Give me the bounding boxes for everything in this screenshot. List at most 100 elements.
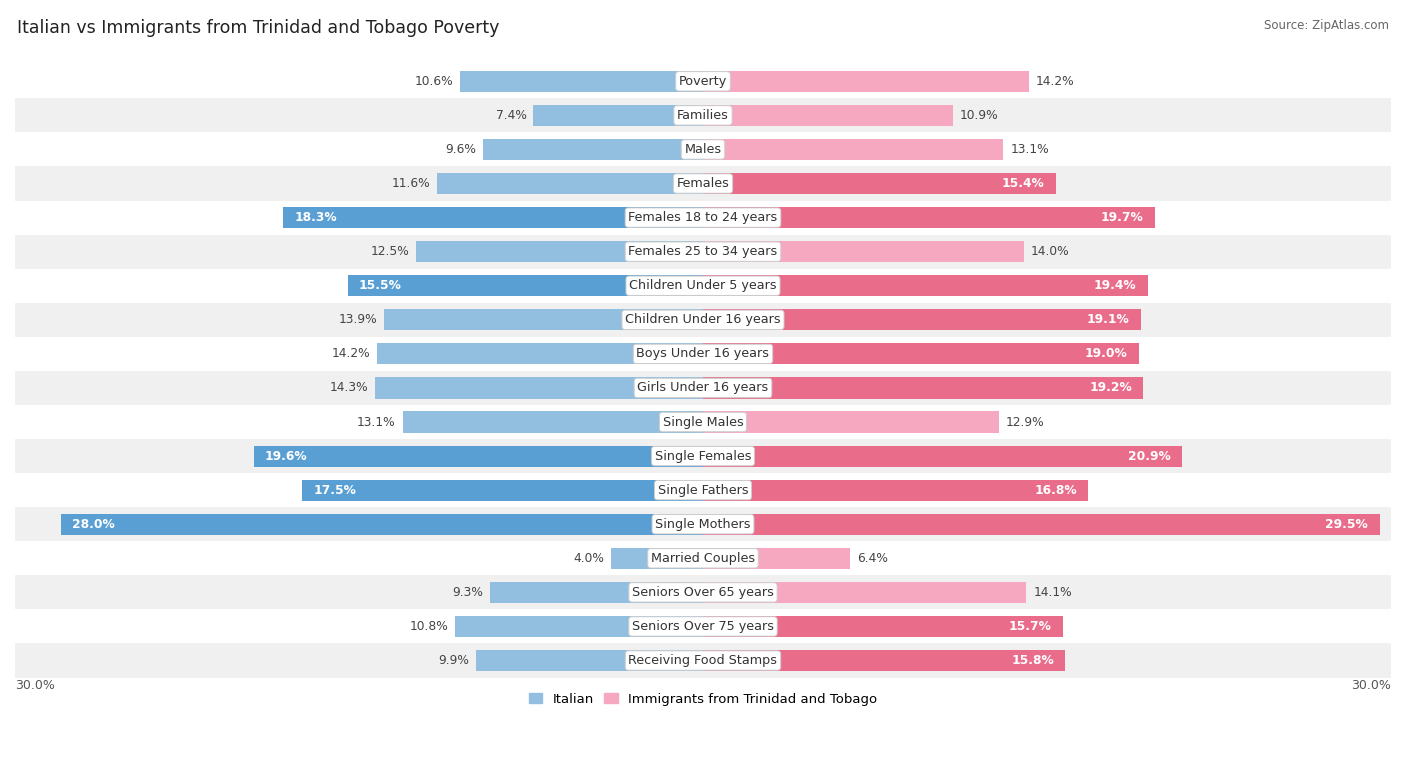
Bar (703, 343, 1139, 365)
Bar (703, 105, 953, 126)
Bar (347, 275, 703, 296)
Text: Families: Families (678, 109, 728, 122)
Bar (302, 480, 703, 501)
Text: 4.0%: 4.0% (574, 552, 605, 565)
Bar (402, 412, 703, 433)
Bar (15, 507, 1391, 541)
Text: 30.0%: 30.0% (15, 679, 55, 692)
Bar (15, 644, 1391, 678)
Bar (15, 473, 1391, 507)
Bar (533, 105, 703, 126)
Bar (703, 582, 1026, 603)
Text: Seniors Over 75 years: Seniors Over 75 years (633, 620, 773, 633)
Text: Source: ZipAtlas.com: Source: ZipAtlas.com (1264, 19, 1389, 32)
Text: 19.1%: 19.1% (1087, 313, 1129, 326)
Bar (15, 337, 1391, 371)
Text: 14.2%: 14.2% (1036, 75, 1074, 88)
Text: 16.8%: 16.8% (1035, 484, 1077, 496)
Text: 14.0%: 14.0% (1031, 245, 1070, 258)
Bar (703, 309, 1142, 330)
Bar (456, 616, 703, 637)
Bar (489, 582, 703, 603)
Text: Single Fathers: Single Fathers (658, 484, 748, 496)
Text: 10.9%: 10.9% (960, 109, 998, 122)
Bar (703, 173, 1056, 194)
Bar (15, 439, 1391, 473)
Text: Children Under 16 years: Children Under 16 years (626, 313, 780, 326)
Text: 14.1%: 14.1% (1033, 586, 1071, 599)
Text: Girls Under 16 years: Girls Under 16 years (637, 381, 769, 394)
Text: 28.0%: 28.0% (72, 518, 115, 531)
Text: 19.2%: 19.2% (1090, 381, 1132, 394)
Text: 9.3%: 9.3% (451, 586, 482, 599)
Bar (612, 548, 703, 568)
Bar (15, 268, 1391, 302)
Bar (15, 201, 1391, 235)
Text: 14.2%: 14.2% (332, 347, 370, 360)
Bar (15, 405, 1391, 439)
Text: 19.7%: 19.7% (1101, 211, 1143, 224)
Bar (15, 167, 1391, 201)
Bar (703, 241, 1024, 262)
Bar (15, 99, 1391, 133)
Bar (253, 446, 703, 467)
Text: Single Males: Single Males (662, 415, 744, 428)
Bar (15, 302, 1391, 337)
Text: Receiving Food Stamps: Receiving Food Stamps (628, 654, 778, 667)
Text: 9.9%: 9.9% (439, 654, 470, 667)
Text: 29.5%: 29.5% (1326, 518, 1368, 531)
Text: Seniors Over 65 years: Seniors Over 65 years (633, 586, 773, 599)
Text: 10.6%: 10.6% (415, 75, 453, 88)
Bar (703, 377, 1143, 399)
Text: 11.6%: 11.6% (391, 177, 430, 190)
Text: 15.7%: 15.7% (1008, 620, 1052, 633)
Text: Children Under 5 years: Children Under 5 years (630, 279, 776, 293)
Bar (15, 64, 1391, 99)
Text: 6.4%: 6.4% (856, 552, 887, 565)
Text: Females 18 to 24 years: Females 18 to 24 years (628, 211, 778, 224)
Text: 12.5%: 12.5% (371, 245, 409, 258)
Text: 19.6%: 19.6% (264, 449, 308, 462)
Text: 13.9%: 13.9% (339, 313, 377, 326)
Bar (15, 609, 1391, 644)
Bar (482, 139, 703, 160)
Text: 19.0%: 19.0% (1084, 347, 1128, 360)
Bar (60, 514, 703, 535)
Text: 17.5%: 17.5% (314, 484, 356, 496)
Bar (375, 377, 703, 399)
Text: Italian vs Immigrants from Trinidad and Tobago Poverty: Italian vs Immigrants from Trinidad and … (17, 19, 499, 37)
Text: 13.1%: 13.1% (1011, 143, 1049, 156)
Text: 18.3%: 18.3% (295, 211, 337, 224)
Bar (460, 70, 703, 92)
Text: Boys Under 16 years: Boys Under 16 years (637, 347, 769, 360)
Bar (703, 70, 1029, 92)
Bar (437, 173, 703, 194)
Bar (703, 616, 1063, 637)
Text: Married Couples: Married Couples (651, 552, 755, 565)
Bar (703, 207, 1154, 228)
Text: 15.5%: 15.5% (359, 279, 402, 293)
Bar (703, 139, 1004, 160)
Text: 30.0%: 30.0% (1351, 679, 1391, 692)
Bar (15, 133, 1391, 167)
Bar (703, 412, 998, 433)
Text: 13.1%: 13.1% (357, 415, 395, 428)
Text: Single Mothers: Single Mothers (655, 518, 751, 531)
Bar (703, 275, 1147, 296)
Text: Single Females: Single Females (655, 449, 751, 462)
Bar (703, 514, 1379, 535)
Text: 20.9%: 20.9% (1128, 449, 1171, 462)
Bar (384, 309, 703, 330)
Bar (15, 541, 1391, 575)
Bar (15, 575, 1391, 609)
Bar (15, 235, 1391, 268)
Bar (477, 650, 703, 671)
Text: Poverty: Poverty (679, 75, 727, 88)
Bar (703, 548, 849, 568)
Text: Females 25 to 34 years: Females 25 to 34 years (628, 245, 778, 258)
Bar (416, 241, 703, 262)
Text: 9.6%: 9.6% (446, 143, 477, 156)
Bar (377, 343, 703, 365)
Text: 7.4%: 7.4% (495, 109, 526, 122)
Bar (15, 371, 1391, 405)
